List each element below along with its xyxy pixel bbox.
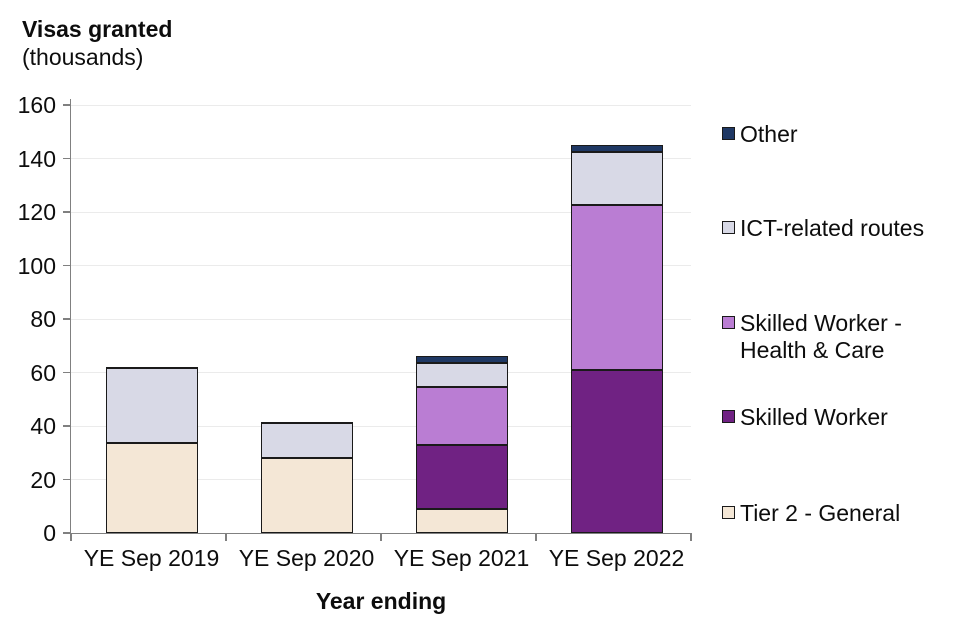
x-tick-1 — [225, 533, 227, 541]
bar-segment — [415, 387, 508, 445]
y-tick-label-60: 60 — [30, 359, 56, 386]
bar-segment — [260, 423, 353, 459]
legend-item: Skilled Worker — [722, 404, 947, 431]
y-tick-60 — [63, 371, 71, 374]
legend-swatch-icon — [722, 316, 735, 329]
legend-swatch-icon — [722, 127, 735, 140]
y-tick-label-100: 100 — [17, 252, 56, 279]
gridline-120 — [71, 211, 691, 213]
bar-segment — [105, 368, 198, 444]
gridline-40 — [71, 425, 691, 427]
legend-label: Tier 2 - General — [740, 500, 901, 526]
y-tick-label-160: 160 — [17, 92, 56, 118]
y-tick-label-140: 140 — [17, 145, 56, 172]
bar-segment — [260, 421, 353, 424]
bar-segment — [260, 458, 353, 533]
y-tick-label-20: 20 — [30, 466, 56, 493]
y-tick-0 — [63, 532, 71, 534]
legend-label: Skilled Worker — [740, 404, 888, 430]
y-tick-20 — [63, 478, 71, 481]
legend-item: Skilled Worker - Health & Care — [722, 310, 947, 364]
y-axis-line — [69, 99, 71, 535]
gridline-160 — [71, 104, 691, 106]
bar-segment — [105, 367, 198, 370]
x-category-label: YE Sep 2020 — [238, 545, 375, 571]
y-tick-140 — [63, 157, 71, 160]
y-tick-80 — [63, 318, 71, 320]
gridline-100 — [71, 265, 691, 266]
x-axis-title: Year ending — [315, 588, 447, 614]
chart-title: Visas granted — [22, 16, 173, 42]
x-tick-2 — [380, 533, 382, 541]
bar-segment — [415, 363, 508, 388]
y-tick-label-0: 0 — [43, 520, 56, 546]
legend-label: Other — [740, 121, 798, 147]
legend-item: Other — [722, 121, 947, 148]
legend-swatch-icon — [722, 506, 735, 519]
gridline-140 — [71, 158, 691, 159]
y-tick-160 — [63, 104, 71, 106]
y-tick-label-120: 120 — [17, 199, 56, 225]
bar-segment — [415, 356, 508, 364]
x-category-label: YE Sep 2022 — [548, 545, 685, 571]
x-category-label: YE Sep 2021 — [393, 545, 530, 571]
y-tick-120 — [63, 211, 71, 213]
gridline-60 — [71, 372, 691, 373]
bar-segment — [415, 444, 508, 509]
y-tick-100 — [63, 264, 71, 267]
legend-label: Skilled Worker - Health & Care — [740, 310, 902, 363]
y-tick-label-40: 40 — [30, 413, 56, 439]
legend-item: Tier 2 - General — [722, 500, 947, 527]
bar-segment — [105, 443, 198, 533]
bar-segment — [570, 205, 663, 370]
x-tick-3 — [535, 533, 537, 541]
legend-swatch-icon — [722, 221, 735, 234]
legend-label: ICT-related routes — [740, 215, 925, 241]
chart-subtitle: (thousands) — [22, 44, 144, 70]
x-tick-0 — [70, 533, 72, 541]
y-tick-label-80: 80 — [30, 306, 56, 332]
legend-item: ICT-related routes — [722, 215, 947, 242]
bar-segment — [570, 369, 663, 533]
gridline-20 — [71, 479, 691, 480]
x-category-label: YE Sep 2019 — [83, 545, 220, 571]
x-tick-4 — [690, 533, 692, 541]
legend-swatch-icon — [722, 410, 735, 423]
bar-segment — [415, 508, 508, 533]
y-tick-40 — [63, 425, 71, 427]
bar-segment — [570, 145, 663, 152]
x-axis-line — [69, 532, 691, 534]
gridline-80 — [71, 318, 691, 320]
bar-segment — [570, 151, 663, 206]
